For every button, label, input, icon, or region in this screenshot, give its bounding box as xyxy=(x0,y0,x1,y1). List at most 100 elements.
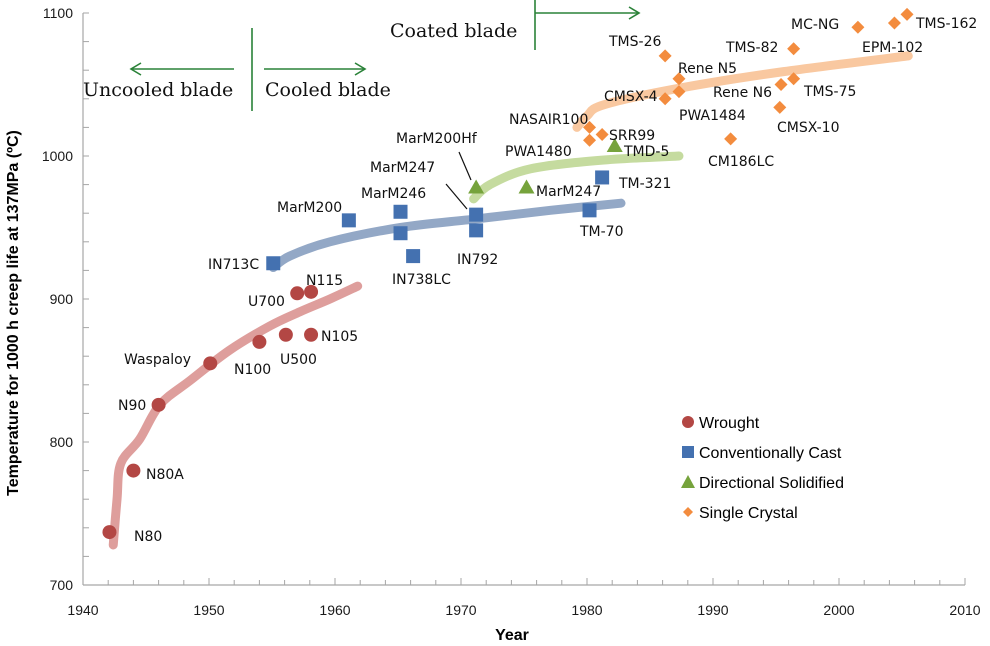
data-point-single-crystal xyxy=(583,133,597,147)
data-point-single-crystal xyxy=(724,132,738,146)
legend-marker-wrought xyxy=(682,416,694,428)
data-point-single-crystal xyxy=(658,92,672,106)
data-point-conventionally-cast xyxy=(406,249,421,264)
point-label: MarM247 xyxy=(536,184,601,200)
x-tick-label: 1990 xyxy=(697,602,728,618)
data-markers xyxy=(102,7,914,540)
data-point-single-crystal xyxy=(851,20,865,34)
legend-label: Directional Solidified xyxy=(699,475,844,492)
point-label: U700 xyxy=(248,294,285,310)
uncooled-blade-label: Uncooled blade xyxy=(83,79,233,101)
data-point-wrought xyxy=(304,284,319,299)
y-tick-label: 800 xyxy=(50,434,74,450)
data-point-wrought xyxy=(203,356,218,371)
point-label: MarM247 xyxy=(370,160,435,176)
point-label: MarM200Hf xyxy=(396,131,478,147)
data-point-wrought xyxy=(278,327,293,342)
x-axis-title: Year xyxy=(495,627,529,644)
y-tick-label: 1000 xyxy=(42,148,73,164)
trend-line-single-crystal xyxy=(572,51,913,132)
data-point-single-crystal xyxy=(900,7,914,21)
x-tick-label: 2010 xyxy=(949,602,980,618)
point-label: N100 xyxy=(234,362,271,378)
point-label: MarM246 xyxy=(361,186,426,202)
data-point-conventionally-cast xyxy=(393,204,408,219)
cooled-blade-label: Cooled blade xyxy=(265,79,391,101)
leader-line-marm200hf xyxy=(458,151,472,181)
data-point-conventionally-cast xyxy=(266,256,281,271)
x-tick-label: 1970 xyxy=(445,602,476,618)
point-label: N80A xyxy=(146,467,184,483)
legend-label: Wrought xyxy=(699,415,760,432)
data-point-single-crystal xyxy=(787,72,801,86)
point-label: EPM-102 xyxy=(862,40,923,56)
point-label: N115 xyxy=(306,273,343,289)
point-label: TMS-82 xyxy=(725,40,778,56)
x-tick-label: 1940 xyxy=(67,602,98,618)
point-label: TMS-162 xyxy=(915,16,977,32)
legend-marker-single-crystal xyxy=(683,507,693,517)
annotations: Uncooled blade Cooled blade Coated blade xyxy=(83,0,641,111)
coated-blade-label: Coated blade xyxy=(390,20,517,42)
coated-arrow-head xyxy=(628,6,641,20)
y-tick-label: 700 xyxy=(50,577,74,593)
point-label: CMSX-10 xyxy=(777,120,840,136)
point-label: Waspaloy xyxy=(124,352,191,368)
data-point-conventionally-cast xyxy=(582,203,597,218)
data-point-single-crystal xyxy=(583,120,597,134)
data-point-single-crystal xyxy=(774,78,788,91)
leader-line-marm247 xyxy=(445,183,468,210)
data-point-single-crystal xyxy=(787,42,801,56)
data-point-single-crystal xyxy=(658,49,672,63)
data-point-conventionally-cast xyxy=(469,207,484,222)
legend: Wrought Conventionally Cast Directional So… xyxy=(681,415,844,522)
data-point-conventionally-cast xyxy=(469,223,484,238)
y-axis-title: Temperature for 1000 h creep life at 137… xyxy=(5,130,22,496)
x-tick-label: 1960 xyxy=(319,602,350,618)
data-point-wrought xyxy=(304,327,319,342)
point-label: TM-70 xyxy=(579,224,624,240)
trend-line-directional-solidified xyxy=(469,151,684,204)
cooled-arrow-head xyxy=(354,62,367,76)
point-label: TM-321 xyxy=(618,176,671,192)
data-point-single-crystal xyxy=(672,72,686,86)
legend-marker-conventionally-cast xyxy=(682,446,694,458)
x-tick-label: 1950 xyxy=(193,602,224,618)
data-point-directional-solidified xyxy=(468,179,485,194)
point-label: PWA1484 xyxy=(679,108,746,124)
point-label: N90 xyxy=(118,398,146,414)
y-tick-label: 1100 xyxy=(43,5,73,21)
point-label: TMD-5 xyxy=(623,144,669,160)
y-tick-label: 900 xyxy=(50,291,74,307)
point-label: CMSX-4 xyxy=(604,89,658,105)
point-label: N105 xyxy=(321,329,358,345)
data-point-conventionally-cast xyxy=(595,170,610,185)
x-tick-label: 2000 xyxy=(823,602,854,618)
point-label: IN792 xyxy=(457,252,498,268)
data-point-wrought xyxy=(102,525,117,540)
ticks: 1940 1950 1960 1970 1980 1990 2000 2010 700 800 90… xyxy=(42,5,981,618)
data-point-directional-solidified xyxy=(518,179,535,194)
trend-line-wrought xyxy=(108,281,363,550)
data-point-wrought xyxy=(252,334,267,349)
point-label: N80 xyxy=(134,529,162,545)
point-label: NASAIR100 xyxy=(509,112,588,128)
data-point-single-crystal xyxy=(595,128,609,142)
point-label: Rene N5 xyxy=(678,61,737,77)
leader-lines xyxy=(445,151,472,210)
point-label: U500 xyxy=(280,352,317,368)
data-point-wrought xyxy=(151,397,166,412)
point-label: TMS-26 xyxy=(608,34,661,50)
legend-label: Conventionally Cast xyxy=(699,445,842,462)
point-label: TMS-75 xyxy=(803,84,856,100)
data-point-wrought xyxy=(290,286,305,301)
data-point-single-crystal xyxy=(773,100,787,114)
point-label: IN713C xyxy=(208,257,259,273)
point-label: IN738LC xyxy=(392,272,451,288)
point-label: Rene N6 xyxy=(713,85,772,101)
legend-marker-directional-solidified xyxy=(681,475,695,488)
legend-label: Single Crystal xyxy=(699,505,798,522)
point-label: PWA1480 xyxy=(505,144,572,160)
